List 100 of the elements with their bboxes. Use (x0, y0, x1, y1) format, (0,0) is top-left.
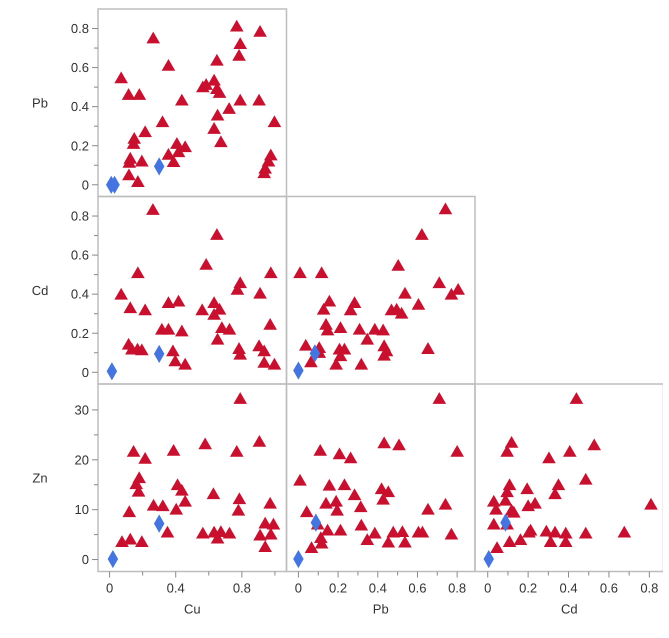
point (166, 444, 180, 456)
point (233, 392, 247, 404)
y-tick-label: 0.8 (70, 208, 89, 224)
point (162, 322, 176, 335)
point (412, 298, 426, 310)
point (172, 294, 186, 306)
point (548, 526, 562, 538)
x-tick-label: 0 (294, 580, 302, 596)
point (156, 499, 170, 512)
point (160, 526, 174, 538)
x-tick-label: 0.8 (640, 580, 658, 596)
y-tick-label: 0.4 (70, 99, 89, 114)
point (206, 487, 220, 500)
point (146, 32, 160, 44)
x-axis-title: Cu (184, 602, 201, 616)
point (314, 266, 328, 278)
point (368, 526, 382, 539)
point (131, 175, 145, 187)
y-tick-label: 0 (82, 364, 89, 380)
point (398, 536, 412, 548)
point (207, 74, 221, 86)
point (570, 392, 584, 404)
point (131, 266, 145, 278)
point (214, 135, 228, 148)
x-tick-label: 0.2 (519, 580, 538, 596)
point (199, 258, 213, 270)
point (138, 125, 152, 138)
point (354, 518, 368, 531)
point (394, 306, 408, 319)
point (263, 496, 277, 509)
point (490, 541, 504, 553)
point (252, 434, 266, 447)
x-tick-label: 0.8 (448, 580, 466, 596)
point (562, 444, 577, 457)
point (196, 526, 210, 539)
point (222, 322, 236, 335)
x-axis-title: Cd (560, 602, 578, 616)
point (115, 535, 129, 547)
point (233, 94, 247, 106)
point (257, 356, 271, 368)
x-tick-label: 0 (484, 580, 492, 596)
point (348, 488, 362, 500)
x-tick-label: 0.2 (329, 580, 348, 596)
point (332, 447, 346, 460)
point (354, 358, 368, 370)
point (257, 344, 271, 356)
y-axis-title: Cd (32, 282, 48, 298)
point (198, 437, 212, 450)
point (344, 451, 358, 464)
point (504, 436, 518, 448)
point (360, 533, 374, 546)
point (233, 37, 247, 50)
point (338, 478, 352, 490)
point (210, 228, 224, 240)
point (122, 88, 136, 100)
point (263, 318, 277, 330)
point (415, 228, 429, 240)
point (396, 525, 410, 538)
point (316, 302, 330, 315)
point (230, 20, 244, 32)
point (222, 102, 236, 114)
point (578, 526, 593, 539)
point (352, 322, 366, 335)
point (168, 354, 182, 366)
point (268, 115, 282, 128)
point (210, 108, 224, 121)
point (268, 358, 282, 370)
point (298, 338, 313, 351)
point (376, 324, 390, 336)
x-tick-label: 0.6 (600, 580, 618, 596)
point (644, 498, 658, 510)
point (376, 492, 390, 505)
point (344, 303, 358, 316)
point (162, 296, 176, 308)
point (123, 532, 138, 545)
point (253, 528, 267, 541)
point (381, 536, 396, 548)
point (486, 518, 501, 530)
point (212, 86, 226, 98)
y-tick-label: 0.8 (70, 21, 89, 36)
point (264, 266, 278, 278)
y-tick-label: 0.4 (70, 286, 89, 302)
point (432, 392, 446, 404)
point (132, 88, 146, 100)
point (123, 301, 138, 314)
point (334, 321, 348, 334)
point (178, 358, 192, 370)
x-tick-label: 0.4 (368, 580, 387, 596)
point (514, 533, 528, 546)
point (146, 203, 160, 215)
point (210, 332, 224, 345)
point (542, 451, 556, 464)
point (354, 500, 368, 512)
point (450, 444, 464, 457)
point (126, 444, 140, 457)
point (114, 71, 128, 84)
point (232, 504, 246, 516)
point (313, 444, 328, 456)
point (207, 308, 221, 320)
point (222, 526, 236, 539)
